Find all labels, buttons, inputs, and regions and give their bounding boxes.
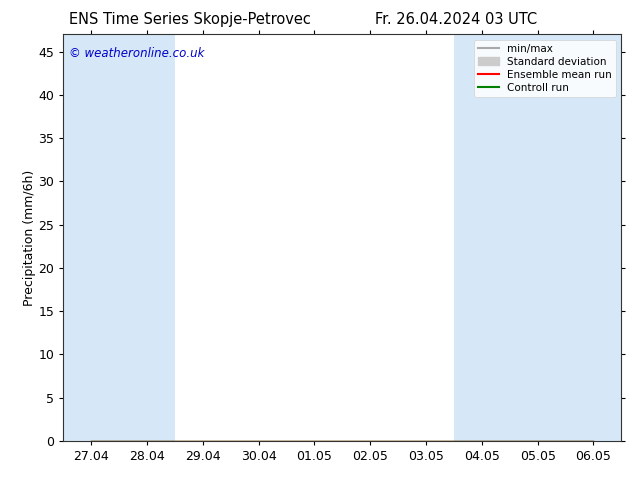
Legend: min/max, Standard deviation, Ensemble mean run, Controll run: min/max, Standard deviation, Ensemble me… — [474, 40, 616, 97]
Bar — [510, 34, 566, 441]
Bar — [63, 34, 119, 441]
Bar — [454, 34, 510, 441]
Text: ENS Time Series Skopje-Petrovec: ENS Time Series Skopje-Petrovec — [69, 12, 311, 27]
Bar — [566, 34, 621, 441]
Y-axis label: Precipitation (mm/6h): Precipitation (mm/6h) — [23, 170, 36, 306]
Text: Fr. 26.04.2024 03 UTC: Fr. 26.04.2024 03 UTC — [375, 12, 538, 27]
Bar — [119, 34, 175, 441]
Text: © weatheronline.co.uk: © weatheronline.co.uk — [69, 47, 204, 59]
